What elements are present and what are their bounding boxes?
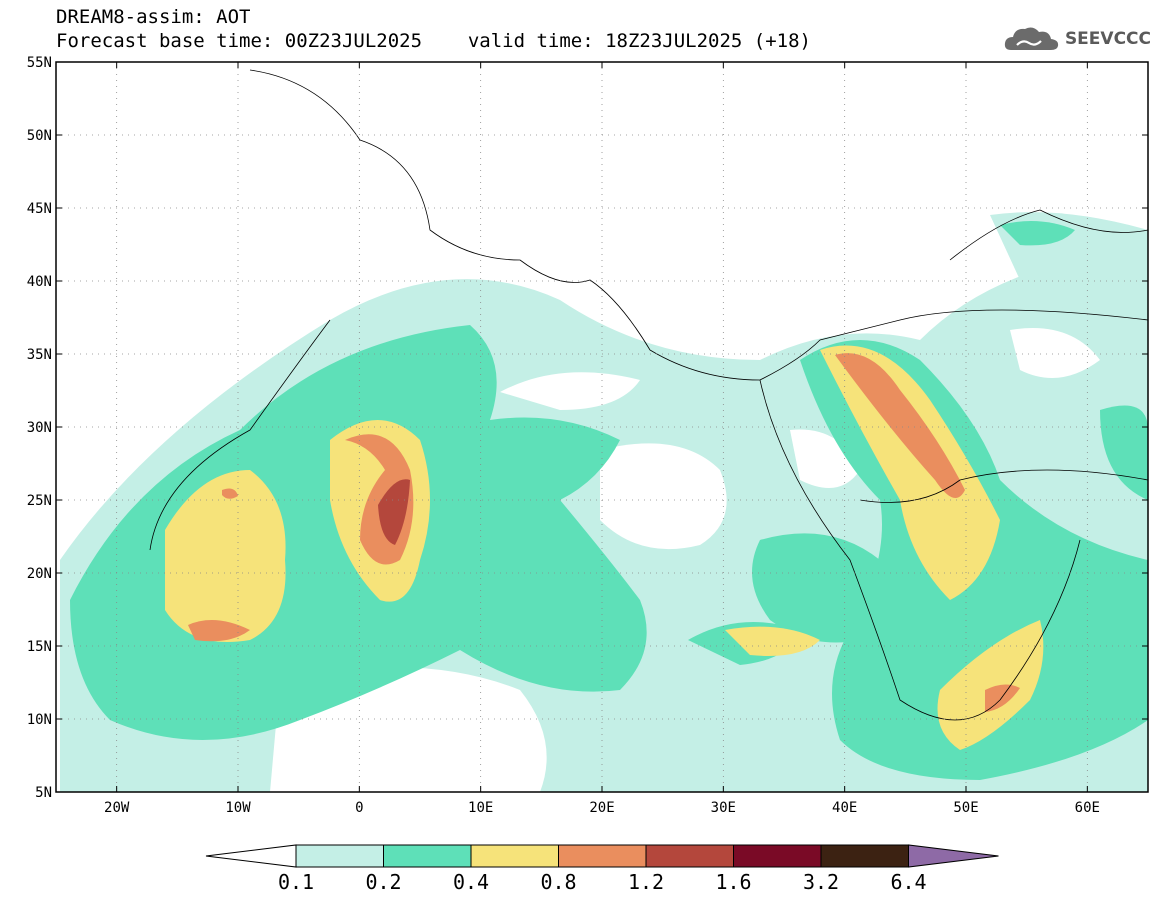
colorbar-swatch	[820, 844, 909, 868]
lat-label: 45N	[27, 201, 52, 217]
lon-label: 60E	[1075, 800, 1100, 816]
axis-labels: 5N 10N 15N 20N 25N 30N 35N 40N 45N 50N 55N 20W 10W 0 1…	[27, 55, 1100, 816]
aot-level-1-2	[378, 479, 410, 545]
aot-field	[60, 212, 1148, 792]
valid-time: valid time: 18Z23JUL2025 (+18)	[467, 30, 811, 52]
colorbar-label: 3.2	[803, 870, 839, 894]
lat-label: 25N	[27, 493, 52, 509]
lat-label: 55N	[27, 55, 52, 71]
lon-label: 20E	[589, 800, 614, 816]
lon-label: 30E	[711, 800, 736, 816]
colorbar: 0.1 0.2 0.4 0.8 1.2 1.6 3.2 6.4	[205, 844, 999, 894]
lon-label: 10E	[468, 800, 493, 816]
lat-label: 20N	[27, 566, 52, 582]
colorbar-swatch	[558, 844, 647, 868]
colorbar-swatch	[645, 844, 734, 868]
colorbar-swatch	[295, 844, 384, 868]
colorbar-under-triangle	[205, 844, 297, 868]
lon-label: 0	[355, 800, 363, 816]
colorbar-swatch	[733, 844, 822, 868]
lat-label: 30N	[27, 420, 52, 436]
lon-label: 40E	[832, 800, 857, 816]
colorbar-label: 6.4	[890, 870, 926, 894]
lat-label: 50N	[27, 128, 52, 144]
coastlines	[149, 69, 1148, 721]
lon-label: 50E	[953, 800, 978, 816]
colorbar-label: 0.8	[540, 870, 576, 894]
base-time: Forecast base time: 00Z23JUL2025	[56, 30, 423, 52]
grid-lines	[56, 61, 1148, 793]
colorbar-label: 1.2	[628, 870, 664, 894]
lat-label: 15N	[27, 639, 52, 655]
seevccc-logo: SEEVCCC	[1003, 22, 1151, 56]
lat-label: 40N	[27, 274, 52, 290]
colorbar-label: 0.2	[365, 870, 401, 894]
lon-label: 10W	[225, 800, 251, 816]
colorbar-label: 1.6	[715, 870, 751, 894]
colorbar-label: 0.1	[278, 870, 314, 894]
lat-label: 35N	[27, 347, 52, 363]
colorbar-label: 0.4	[453, 870, 489, 894]
forecast-time-line: Forecast base time: 00Z23JUL2025 valid t…	[56, 30, 811, 52]
map-title: DREAM8-assim: AOT	[56, 6, 251, 28]
lon-label: 20W	[104, 800, 130, 816]
lat-label: 10N	[27, 712, 52, 728]
colorbar-swatch	[383, 844, 472, 868]
colorbar-over-triangle	[908, 844, 999, 868]
cloud-icon	[1004, 27, 1059, 50]
colorbar-swatch	[470, 844, 559, 868]
lat-label: 5N	[35, 785, 52, 801]
logo-text: SEEVCCC	[1064, 29, 1151, 49]
